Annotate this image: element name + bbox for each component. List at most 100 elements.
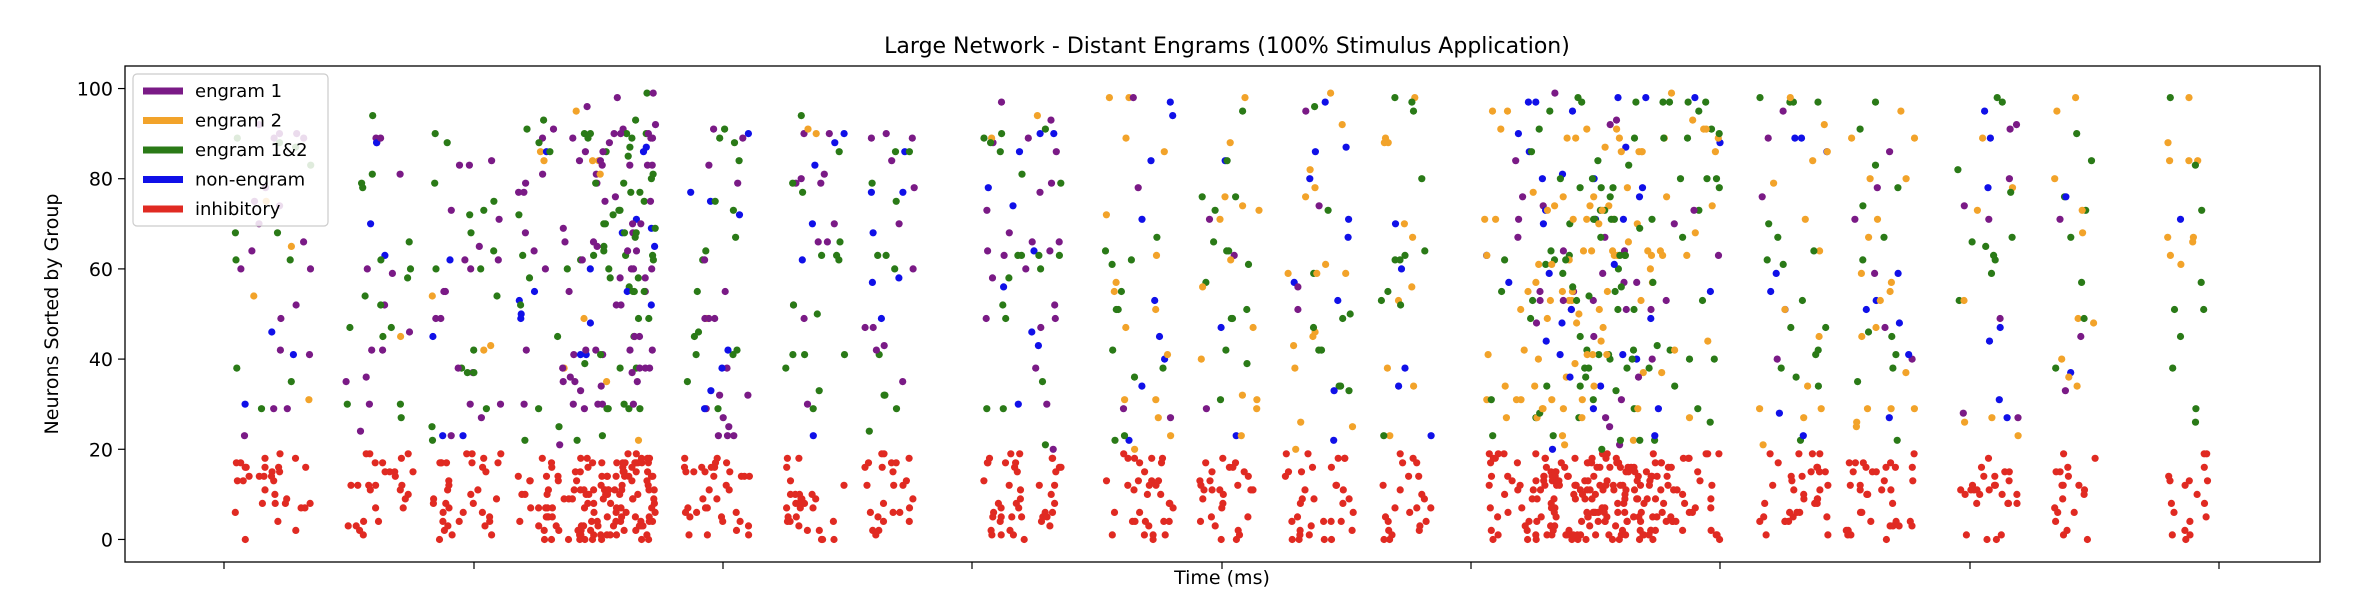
- spike-point: [1960, 296, 1968, 305]
- spike-point: [1590, 215, 1598, 223]
- spike-point: [556, 441, 564, 449]
- spike-point: [1408, 283, 1416, 291]
- spike-point: [286, 256, 294, 264]
- spike-point: [1297, 418, 1305, 426]
- spike-point: [714, 432, 723, 440]
- spike-point: [1529, 188, 1537, 196]
- spike-point: [1576, 184, 1584, 192]
- spike-point: [1885, 414, 1893, 422]
- spike-point: [535, 139, 543, 147]
- spike-point: [628, 463, 636, 471]
- spike-point: [1384, 287, 1392, 296]
- spike-point: [1844, 531, 1852, 539]
- spike-point: [1524, 535, 1532, 544]
- spike-point: [584, 499, 592, 507]
- spike-point: [1302, 193, 1310, 201]
- spike-point: [1603, 287, 1611, 296]
- spike-point: [470, 346, 478, 354]
- spike-point: [480, 346, 488, 354]
- spike-point: [1625, 161, 1633, 169]
- spike-point: [737, 472, 746, 480]
- spike-point: [1531, 382, 1539, 390]
- spike-point: [1646, 265, 1654, 273]
- spike-point: [1651, 432, 1659, 440]
- spike-point: [292, 301, 300, 309]
- spike-point: [1218, 504, 1226, 512]
- spike-point: [1219, 454, 1227, 462]
- spike-point: [274, 517, 282, 526]
- spike-point: [459, 432, 467, 440]
- y-tick-label: 0: [101, 529, 113, 551]
- spike-point: [1603, 477, 1611, 485]
- spike-point: [397, 414, 405, 422]
- spike-point: [786, 477, 795, 485]
- spike-point: [1167, 432, 1175, 440]
- spike-point: [835, 148, 843, 156]
- spike-point: [736, 517, 744, 526]
- spike-point: [983, 405, 991, 413]
- spike-point: [481, 522, 489, 530]
- spike-point: [861, 463, 869, 471]
- spike-point: [1590, 382, 1598, 390]
- spike-point: [869, 323, 877, 332]
- spike-point: [626, 346, 634, 354]
- spike-point: [542, 472, 551, 480]
- spike-point: [2198, 206, 2206, 214]
- spike-point: [432, 314, 440, 323]
- spike-point: [1888, 332, 1896, 341]
- spike-point: [1996, 314, 2004, 323]
- spike-point: [1866, 175, 1874, 183]
- spike-point: [1609, 184, 1617, 192]
- spike-point: [2182, 535, 2190, 544]
- spike-point: [365, 400, 373, 408]
- spike-point: [882, 251, 890, 259]
- spike-point: [368, 170, 376, 178]
- spike-point: [1664, 463, 1672, 471]
- spike-point: [783, 504, 791, 512]
- spike-point: [1014, 251, 1022, 259]
- spike-point: [248, 247, 256, 255]
- spike-point: [1817, 405, 1825, 413]
- spike-point: [1002, 314, 1010, 323]
- spike-point: [1583, 351, 1591, 359]
- spike-point: [2164, 139, 2172, 147]
- spike-point: [1589, 405, 1597, 413]
- spike-point: [584, 134, 592, 142]
- spike-point: [2059, 495, 2067, 503]
- spike-point: [1873, 184, 1881, 192]
- spike-point: [1549, 432, 1557, 440]
- spike-point: [1585, 364, 1593, 372]
- spike-point: [1598, 445, 1606, 453]
- spike-point: [1998, 490, 2006, 498]
- spike-point: [2061, 387, 2069, 395]
- spike-point: [431, 130, 439, 138]
- spike-point: [1152, 481, 1160, 489]
- spike-point: [1043, 400, 1051, 408]
- spike-point: [1654, 405, 1662, 413]
- spike-point: [718, 364, 726, 372]
- spike-point: [1320, 535, 1328, 544]
- spike-point: [359, 184, 367, 192]
- spike-point: [548, 513, 556, 521]
- spike-point: [1550, 495, 1558, 503]
- spike-point: [1851, 459, 1859, 467]
- spike-point: [377, 301, 385, 309]
- spike-point: [632, 450, 640, 458]
- spike-point: [1208, 468, 1216, 476]
- spike-point: [1788, 477, 1796, 485]
- spike-point: [641, 364, 649, 372]
- spike-point: [1595, 351, 1603, 359]
- spike-point: [1227, 256, 1235, 264]
- spike-point: [1210, 238, 1218, 246]
- spike-point: [1515, 215, 1523, 223]
- spike-point: [1494, 531, 1502, 539]
- spike-point: [603, 513, 611, 521]
- spike-point: [1792, 373, 1800, 381]
- spike-point: [573, 477, 581, 485]
- spike-point: [409, 468, 417, 476]
- spike-point: [1488, 107, 1497, 115]
- spike-point: [1617, 283, 1625, 291]
- spike-point: [2185, 157, 2193, 165]
- spike-point: [2073, 382, 2081, 390]
- spike-point: [598, 459, 606, 467]
